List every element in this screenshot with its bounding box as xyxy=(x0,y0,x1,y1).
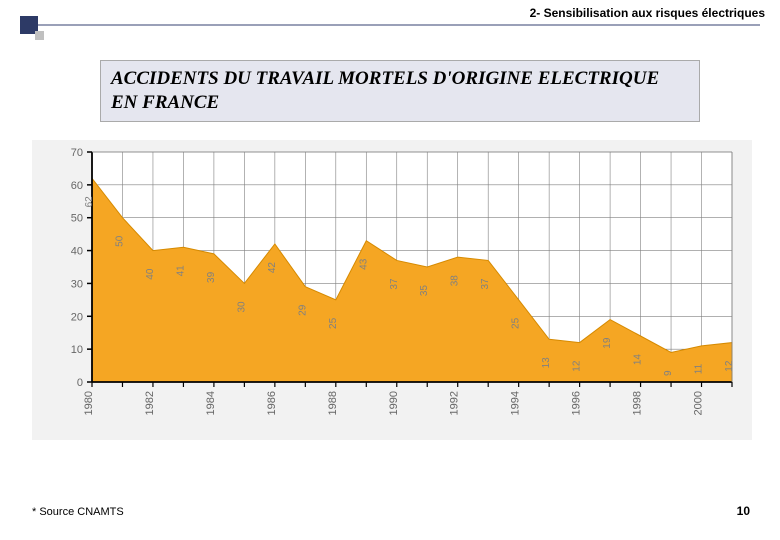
svg-text:30: 30 xyxy=(236,301,247,313)
svg-text:30: 30 xyxy=(71,278,83,290)
svg-text:12: 12 xyxy=(572,360,583,372)
svg-text:1998: 1998 xyxy=(632,391,644,415)
source-note: * Source CNAMTS xyxy=(32,506,124,518)
svg-text:0: 0 xyxy=(77,377,83,389)
svg-text:2000: 2000 xyxy=(693,391,705,415)
svg-text:35: 35 xyxy=(419,285,430,297)
svg-text:19: 19 xyxy=(602,337,613,349)
header-divider xyxy=(20,24,760,26)
svg-text:37: 37 xyxy=(389,278,400,290)
svg-text:11: 11 xyxy=(694,363,705,374)
svg-text:20: 20 xyxy=(71,311,83,323)
svg-text:41: 41 xyxy=(175,265,186,277)
svg-text:40: 40 xyxy=(71,246,83,258)
svg-text:1988: 1988 xyxy=(327,391,339,415)
svg-text:37: 37 xyxy=(480,278,491,290)
section-label: 2- Sensibilisation aux risques électriqu… xyxy=(530,6,765,20)
svg-text:14: 14 xyxy=(633,354,644,366)
svg-text:60: 60 xyxy=(71,180,83,192)
svg-text:29: 29 xyxy=(297,304,308,316)
fatal-accidents-chart: 0 10 20 30 40 50 60 70 1980 1982 1984 1986 1988 1990 1… xyxy=(32,140,752,440)
svg-text:25: 25 xyxy=(328,317,339,329)
svg-text:9: 9 xyxy=(663,370,674,376)
chart-svg: 0 10 20 30 40 50 60 70 1980 1982 1984 1986 1988 1990 1… xyxy=(32,140,752,440)
svg-text:1992: 1992 xyxy=(449,391,461,415)
svg-text:39: 39 xyxy=(206,271,217,283)
svg-text:43: 43 xyxy=(358,258,369,270)
svg-text:40: 40 xyxy=(145,268,156,280)
svg-text:62: 62 xyxy=(84,196,95,208)
svg-text:1986: 1986 xyxy=(266,391,278,415)
svg-text:1982: 1982 xyxy=(144,391,156,415)
svg-text:25: 25 xyxy=(511,317,522,329)
svg-text:50: 50 xyxy=(114,235,125,247)
svg-text:1994: 1994 xyxy=(510,391,522,415)
svg-text:13: 13 xyxy=(541,357,552,369)
svg-text:50: 50 xyxy=(71,213,83,225)
slide-title-box: ACCIDENTS DU TRAVAIL MORTELS D'ORIGINE E… xyxy=(100,60,700,122)
svg-text:1980: 1980 xyxy=(83,391,95,415)
slide-title: ACCIDENTS DU TRAVAIL MORTELS D'ORIGINE E… xyxy=(111,67,689,115)
svg-text:12: 12 xyxy=(724,360,735,372)
svg-text:1984: 1984 xyxy=(205,391,217,415)
svg-text:1996: 1996 xyxy=(571,391,583,415)
svg-text:1990: 1990 xyxy=(388,391,400,415)
svg-text:70: 70 xyxy=(71,147,83,159)
svg-text:42: 42 xyxy=(267,262,278,274)
svg-text:10: 10 xyxy=(71,344,83,356)
svg-text:38: 38 xyxy=(450,275,461,287)
page-number: 10 xyxy=(737,504,750,518)
